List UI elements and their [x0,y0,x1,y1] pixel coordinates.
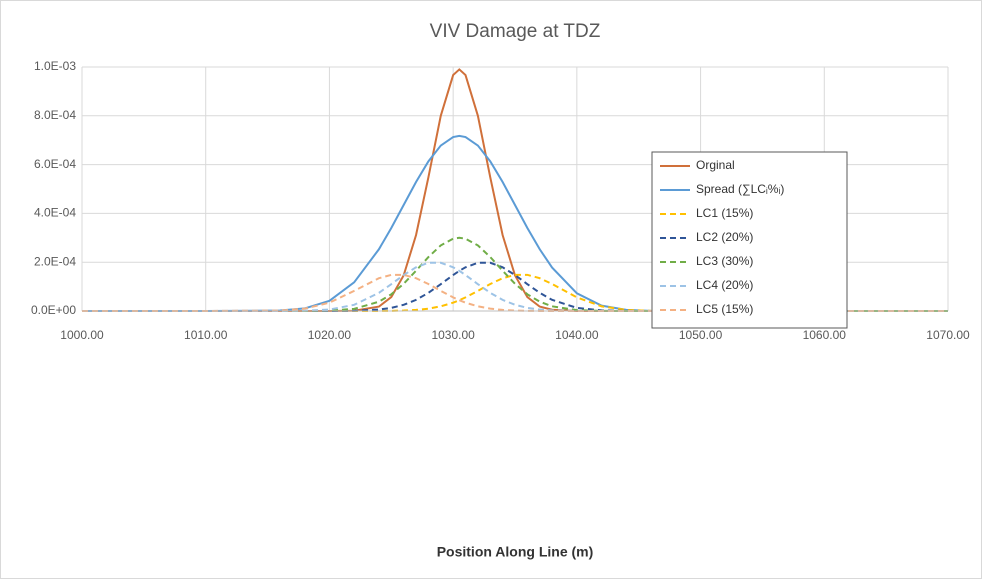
legend: Orginal Spread (∑LCᵢ%ᵢ) LC1 (15%) LC2 (20%)… [651,151,848,329]
x-axis-label: Position Along Line (m) [437,544,594,560]
x-tick-label: 1060.00 [803,328,847,342]
legend-label: Orginal [696,158,735,172]
y-tick-label: 4.0E-04 [34,206,76,220]
x-tick-label: 1030.00 [431,328,475,342]
legend-label: LC2 (20%) [696,230,753,244]
x-tick-label: 1040.00 [555,328,599,342]
chart-title: VIV Damage at TDZ [430,21,601,42]
y-tick-label: 1.0E-03 [34,59,76,73]
legend-label: LC4 (20%) [696,278,753,292]
legend-box [651,151,848,329]
x-tick-label: 1020.00 [308,328,352,342]
x-tick-label: 1070.00 [926,328,970,342]
y-tick-label: 6.0E-04 [34,157,76,171]
x-tick-label: 1050.00 [679,328,723,342]
y-tick-label: 0.0E+00 [31,303,76,317]
series-line [82,236,948,312]
y-tick-label: 2.0E-04 [34,254,76,268]
y-tick-label: 8.0E-04 [34,108,76,122]
x-tick-label: 1000.00 [60,328,104,342]
legend-label: LC3 (30%) [696,254,753,268]
legend-label: LC5 (15%) [696,302,753,316]
x-tick-label: 1010.00 [184,328,228,342]
legend-label: Spread (∑LCᵢ%ᵢ) [696,182,784,196]
legend-label: LC1 (15%) [696,206,753,220]
